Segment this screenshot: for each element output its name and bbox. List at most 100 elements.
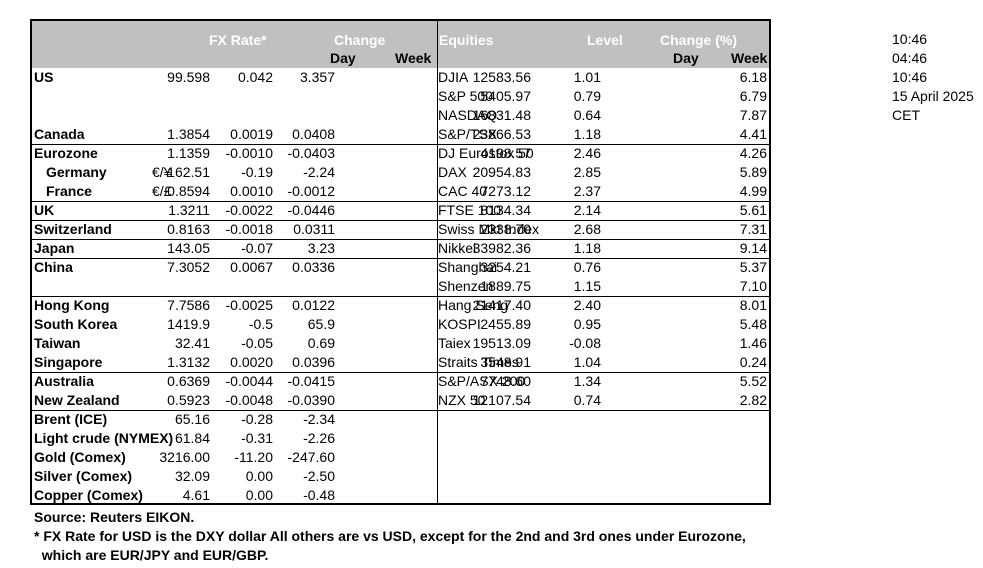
- cell-fx: 4.61: [182, 487, 210, 503]
- header-week: Week: [395, 50, 432, 66]
- cell-w: 2.82: [739, 392, 767, 408]
- row-divider: [32, 239, 769, 240]
- cell-fxd: 0.042: [237, 69, 273, 85]
- cell-w: 6.79: [739, 88, 767, 104]
- cell-fxw: -2.50: [303, 468, 335, 484]
- cell-d: 1.04: [573, 354, 601, 370]
- cell-w: 5.48: [739, 316, 767, 332]
- cell-fx: 0.8163: [167, 221, 210, 237]
- cell-fx: 1.1359: [167, 145, 210, 161]
- cell-lvl: 23866.53: [472, 126, 531, 142]
- cell-fxw: 3.357: [299, 69, 335, 85]
- row-divider: [32, 410, 769, 411]
- cell-eq: Shenzen: [438, 278, 494, 294]
- cell-fxw: -0.48: [303, 487, 335, 503]
- cell-fxw: -2.24: [303, 164, 335, 180]
- cell-fxd: 0.00: [245, 468, 273, 484]
- cell-country: Singapore: [34, 354, 103, 370]
- cell-d: 2.85: [573, 164, 601, 180]
- cell-eq: FTSE 100: [438, 202, 502, 218]
- cell-w: 7.31: [739, 221, 767, 237]
- header-change: Change: [334, 32, 386, 48]
- cell-eq: Nikkei: [438, 240, 477, 256]
- cell-w: 4.99: [739, 183, 767, 199]
- cell-eq: Shanghai: [438, 259, 498, 275]
- date: 15 April 2025: [892, 88, 974, 104]
- cell-fx: 65.16: [174, 411, 210, 427]
- cell-country: UK: [34, 202, 55, 218]
- cell-eq: CAC 40: [438, 183, 488, 199]
- cell-country: China: [34, 259, 73, 275]
- cell-fxw: 0.0311: [293, 221, 335, 237]
- cell-eq: Swiss Mkt Index: [438, 221, 540, 237]
- cell-fxw: -0.0390: [287, 392, 335, 408]
- cell-country: Hong Kong: [34, 297, 110, 313]
- cell-country: Switzerland: [34, 221, 112, 237]
- cell-note: €/£: [152, 183, 172, 199]
- table-header: FX Rate* Change Equities Level Change (%…: [32, 21, 769, 68]
- cell-fx: 1.3211: [168, 202, 210, 218]
- cell-country: Gold (Comex): [34, 449, 126, 465]
- cell-d: 0.95: [573, 316, 601, 332]
- cell-fxw: -0.0446: [287, 202, 335, 218]
- cell-d: 0.79: [573, 88, 601, 104]
- cell-lvl: 2455.89: [480, 316, 531, 332]
- equities-divider: [437, 21, 438, 503]
- cell-eq: KOSPI: [438, 316, 481, 332]
- cell-eq: S&P/ASX 200: [438, 373, 526, 389]
- cell-fxw: 0.0408: [292, 126, 335, 142]
- header-day: Day: [330, 50, 356, 66]
- cell-w: 7.87: [739, 107, 767, 123]
- row-divider: [32, 296, 769, 297]
- cell-w: 6.18: [739, 69, 767, 85]
- cell-fxw: -0.0415: [287, 373, 335, 389]
- cell-fx: 32.41: [174, 335, 210, 351]
- cell-fxw: -2.34: [303, 411, 335, 427]
- cell-lvl: 12583.56: [472, 69, 531, 85]
- row-divider: [32, 144, 769, 145]
- row-divider: [32, 258, 769, 259]
- cell-lvl: 1889.75: [480, 278, 531, 294]
- cell-w: 5.61: [739, 202, 767, 218]
- cell-fxw: -2.26: [303, 430, 335, 446]
- cell-fxw: 0.0396: [292, 354, 335, 370]
- header-day-pct: Day: [673, 50, 699, 66]
- cell-d: 1.01: [573, 69, 601, 85]
- cell-eq: S&P 500: [438, 88, 494, 104]
- cell-w: 5.37: [739, 259, 767, 275]
- fx-note: * FX Rate for USD is the DXY dollar All …: [34, 528, 746, 544]
- cell-country: Australia: [34, 373, 94, 389]
- cell-fxd: -0.07: [241, 240, 273, 256]
- cell-lvl: 7748.60: [480, 373, 531, 389]
- cell-fxd: -0.0022: [225, 202, 273, 218]
- cell-d: 2.14: [573, 202, 601, 218]
- cell-fx: 7.7586: [167, 297, 210, 313]
- cell-fxd: -0.05: [241, 335, 273, 351]
- cell-d: 0.74: [573, 392, 601, 408]
- cell-w: 5.52: [739, 373, 767, 389]
- cell-fx: 7.3052: [167, 259, 210, 275]
- cell-w: 0.24: [739, 354, 767, 370]
- cell-eq: NZX 50: [438, 392, 486, 408]
- cell-d: 0.76: [573, 259, 601, 275]
- row-divider: [32, 372, 769, 373]
- source-note: Source: Reuters EIKON.: [34, 509, 195, 525]
- cell-fx: 99.598: [167, 69, 210, 85]
- cell-country: Copper (Comex): [34, 487, 143, 503]
- cell-lvl: 8134.34: [480, 202, 531, 218]
- timestamps: 10:46 04:46 10:46 15 April 2025 CET: [892, 30, 974, 125]
- cell-lvl: 16831.48: [472, 107, 531, 123]
- cell-country: Canada: [34, 126, 85, 142]
- cell-d: 2.37: [573, 183, 601, 199]
- cell-d: 1.34: [573, 373, 601, 389]
- cell-fxw: -0.0012: [287, 183, 335, 199]
- cell-fxw: 0.69: [307, 335, 335, 351]
- cell-eq: DAX: [438, 164, 467, 180]
- cell-fxd: -0.0044: [225, 373, 273, 389]
- cell-country: South Korea: [34, 316, 118, 332]
- cell-country: Taiwan: [34, 335, 81, 351]
- cell-eq: S&P/TSX: [438, 126, 498, 142]
- cell-d: 2.46: [573, 145, 601, 161]
- cell-eq: NASDAQ: [438, 107, 498, 123]
- cell-lvl: 2338.70: [480, 221, 531, 237]
